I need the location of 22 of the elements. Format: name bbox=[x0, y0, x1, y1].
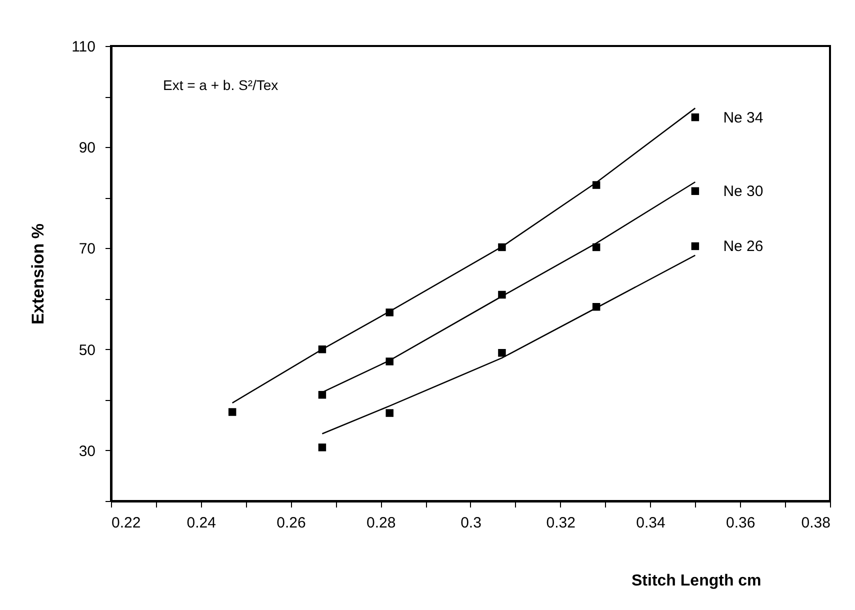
series-label: Ne 26 bbox=[723, 238, 764, 256]
x-tick-label: 0.32 bbox=[546, 514, 576, 532]
y-tick-label: 90 bbox=[78, 140, 96, 157]
x-tick-label: 0.28 bbox=[366, 514, 396, 532]
y-tick-label: 70 bbox=[78, 240, 96, 258]
series-label: Ne 30 bbox=[723, 183, 764, 200]
y-tick-label: 50 bbox=[78, 342, 96, 359]
y-tick-label: 30 bbox=[78, 442, 96, 460]
x-tick-label: 0.3 bbox=[460, 514, 482, 532]
series-label: Ne 34 bbox=[723, 109, 764, 126]
line-series bbox=[232, 108, 696, 404]
x-tick-label: 0.38 bbox=[801, 514, 830, 532]
y-tick-label: 110 bbox=[72, 38, 96, 56]
line-series bbox=[322, 254, 696, 434]
annotation: Ext = a + b. S²/Tex bbox=[163, 77, 278, 93]
x-tick-label: 0.24 bbox=[186, 514, 216, 532]
x-axis-title: Stitch Length cm bbox=[632, 572, 762, 590]
x-tick-label: 0.36 bbox=[726, 514, 756, 532]
x-tick-label: 0.26 bbox=[276, 514, 306, 532]
x-tick-label: 0.22 bbox=[112, 514, 141, 532]
y-axis-title: Extension % bbox=[28, 223, 48, 325]
x-tick-label: 0.34 bbox=[636, 514, 666, 532]
